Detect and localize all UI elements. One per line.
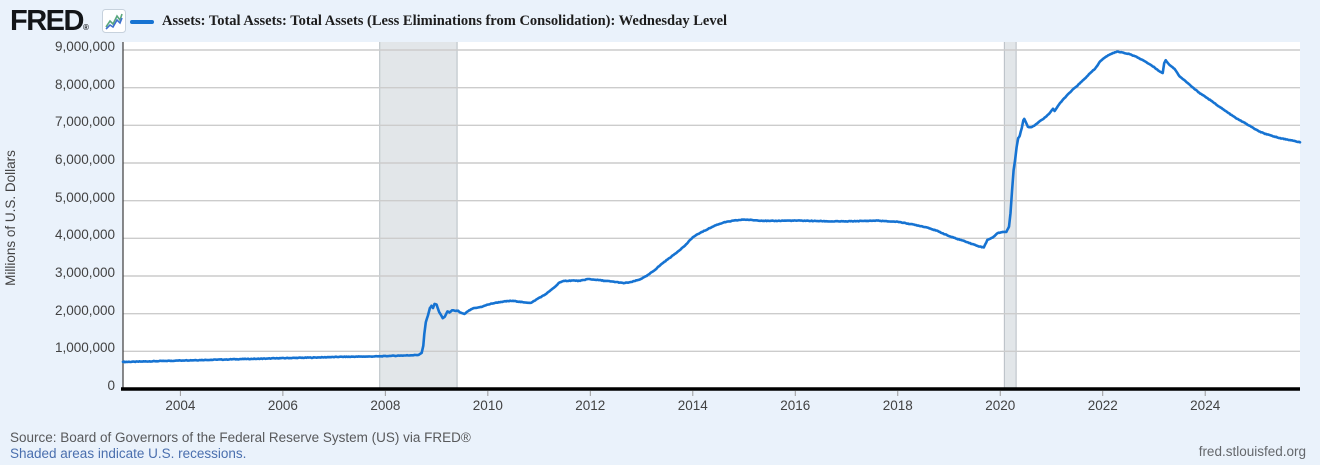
chart-legend: Assets: Total Assets: Total Assets (Less… <box>130 13 727 30</box>
y-tick-label: 2,000,000 <box>54 302 115 318</box>
x-tick-label: 2016 <box>780 398 811 413</box>
y-axis-title: Millions of U.S. Dollars <box>3 150 18 286</box>
fred-logo[interactable]: FRED® <box>10 5 89 38</box>
data-series-line <box>121 50 1302 364</box>
fred-logo-text: FRED <box>10 5 84 37</box>
recession-note-link[interactable]: Shaded areas indicate U.S. recessions. <box>10 446 247 461</box>
fred-chart-icon <box>102 9 126 33</box>
y-tick-label: 0 <box>107 378 115 393</box>
chart-header: FRED® Assets: Total Assets: Total Assets… <box>0 0 1320 38</box>
y-tick-label: 5,000,000 <box>54 189 115 205</box>
y-tick-label: 8,000,000 <box>54 76 115 92</box>
legend-line-swatch <box>130 19 154 24</box>
x-tick-label: 2022 <box>1087 398 1118 413</box>
recession-band <box>379 42 458 389</box>
x-tick-label: 2010 <box>472 398 503 413</box>
y-tick-label: 1,000,000 <box>54 340 115 356</box>
registered-mark: ® <box>82 23 89 32</box>
x-tick-label: 2014 <box>677 398 708 413</box>
y-tick-label: 9,000,000 <box>54 39 115 54</box>
y-tick-label: 7,000,000 <box>54 114 115 130</box>
series-title: Assets: Total Assets: Total Assets (Less… <box>162 13 728 29</box>
plot-background <box>123 42 1300 389</box>
x-tick-label: 2024 <box>1190 398 1221 413</box>
x-tick-label: 2004 <box>165 398 196 413</box>
x-tick-label: 2008 <box>370 398 401 413</box>
y-tick-label: 4,000,000 <box>54 227 115 243</box>
source-text: Source: Board of Governors of the Federa… <box>10 430 471 445</box>
x-tick-label: 2012 <box>575 398 606 413</box>
y-tick-label: 3,000,000 <box>54 265 115 280</box>
x-tick-label: 2018 <box>882 398 913 413</box>
y-tick-label: 6,000,000 <box>54 152 115 167</box>
x-tick-label: 2006 <box>267 398 298 413</box>
x-tick-label: 2020 <box>985 398 1016 413</box>
fred-watermark-link[interactable]: fred.stlouisfed.org <box>1198 444 1306 459</box>
